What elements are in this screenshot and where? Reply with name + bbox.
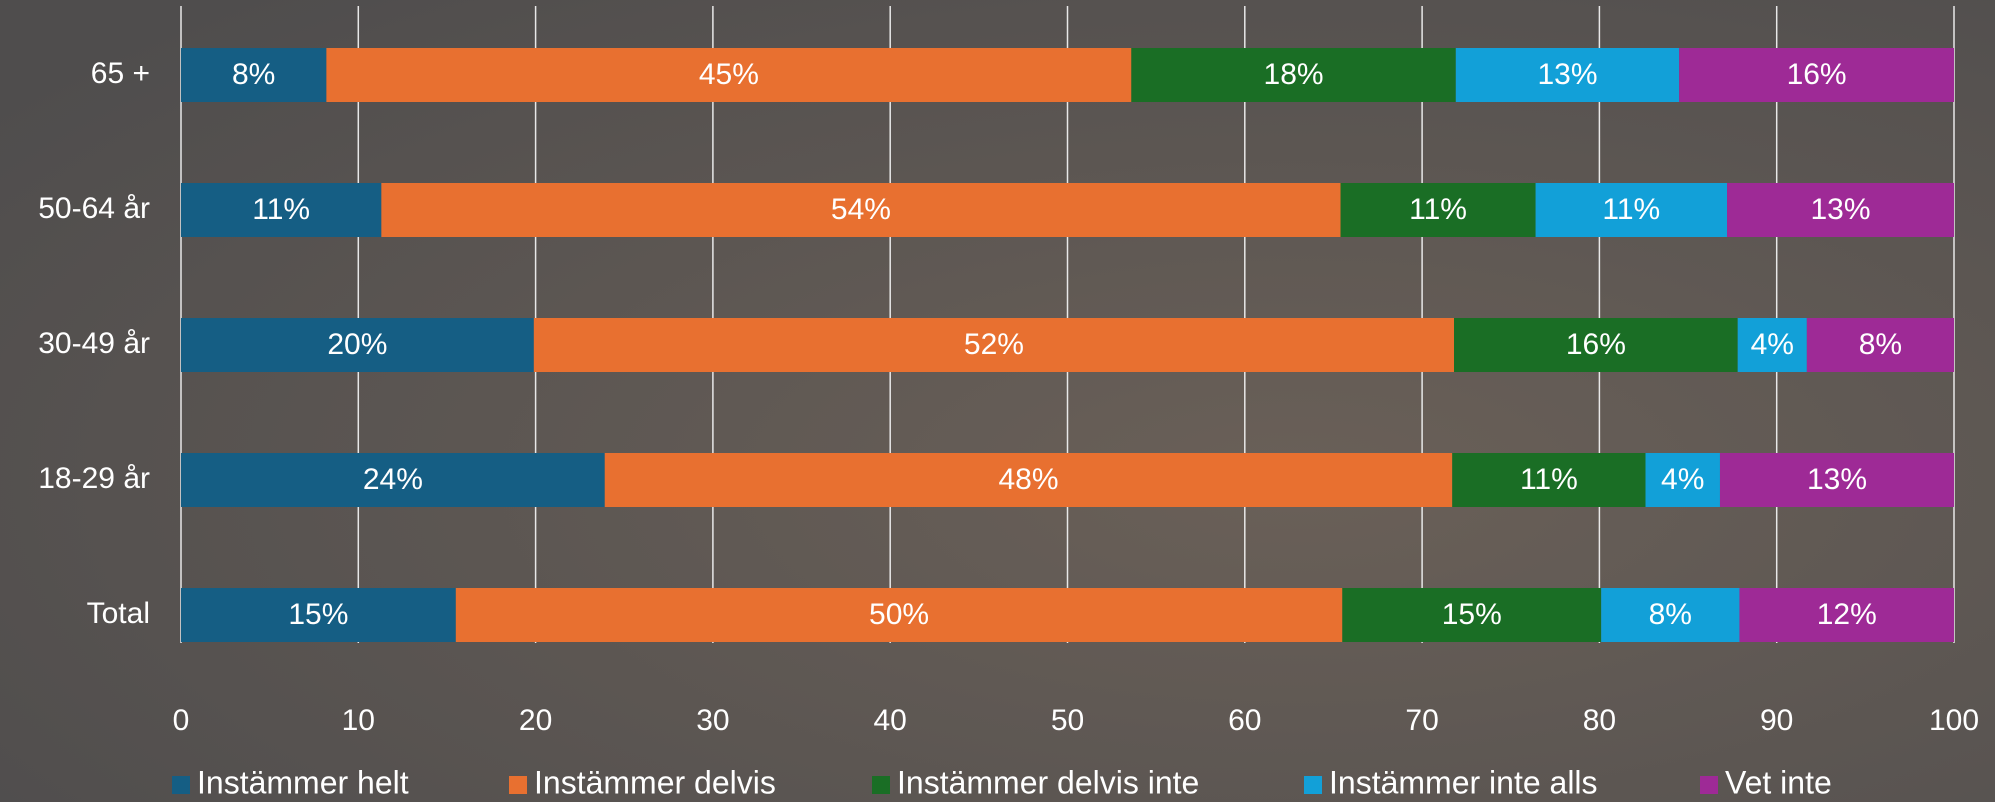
legend-label: Instämmer delvis [534,764,776,800]
bar-segment [1737,318,1807,372]
legend-swatch [172,776,190,794]
bar-segment [181,183,382,237]
x-tick-label: 100 [1929,704,1979,737]
data-label: 20% [327,328,387,361]
x-tick-label: 60 [1228,704,1261,737]
x-tick-label: 80 [1583,704,1616,737]
data-label: 12% [1817,598,1877,631]
bar-segment [1719,453,1954,507]
bar-segment [1727,183,1954,237]
data-label: 16% [1566,328,1626,361]
data-label: 8% [1649,598,1692,631]
x-tick-label: 40 [874,704,907,737]
bar-segment [326,48,1132,102]
bar-segment [1601,588,1740,642]
data-label: 11% [1602,193,1660,226]
bar-segment [1455,48,1680,102]
bar-segment [1535,183,1728,237]
y-tick-label: 50-64 år [38,192,150,225]
y-tick-label: 65 + [91,57,150,90]
bar-segment [1645,453,1720,507]
bar-segment [1131,48,1456,102]
legend-swatch [509,776,527,794]
y-tick-label: 30-49 år [38,327,150,360]
bar-segment [181,588,456,642]
data-label: 18% [1264,58,1324,91]
bar-segment [1679,48,1954,102]
data-label: 13% [1807,463,1867,496]
legend-label: Instämmer delvis inte [897,764,1199,800]
data-label: 11% [252,193,310,226]
x-tick-label: 10 [342,704,375,737]
data-label: 4% [1661,463,1704,496]
bar-segment [1739,588,1954,642]
x-tick-label: 30 [696,704,729,737]
data-label: 8% [232,58,275,91]
data-label: 45% [699,58,759,91]
y-tick-label: 18-29 år [38,462,150,495]
bar-segment [1806,318,1954,372]
bar-segment [604,453,1453,507]
legend-swatch [1304,776,1322,794]
data-label: 52% [964,328,1024,361]
x-tick-label: 70 [1405,704,1438,737]
legend-swatch [872,776,890,794]
data-label: 4% [1751,328,1794,361]
x-tick-label: 0 [173,704,190,737]
data-label: 16% [1787,58,1847,91]
data-label: 13% [1811,193,1871,226]
data-label: 48% [998,463,1058,496]
data-label: 15% [1442,598,1502,631]
legend-label: Instämmer helt [197,764,409,800]
data-label: 11% [1409,193,1467,226]
x-tick-label: 50 [1051,704,1084,737]
legend-label: Vet inte [1725,764,1832,800]
x-tick-label: 90 [1760,704,1793,737]
data-label: 54% [831,193,891,226]
bar-segment [1454,318,1738,372]
bar-segment [381,183,1341,237]
y-tick-label: Total [87,597,150,630]
bar-segment [533,318,1455,372]
bar-segment [181,48,327,102]
data-label: 8% [1859,328,1902,361]
data-label: 13% [1537,58,1597,91]
legend-swatch [1700,776,1718,794]
bar-segment [181,453,605,507]
data-label: 24% [363,463,423,496]
legend-label: Instämmer inte alls [1329,764,1598,800]
bar-segment [455,588,1343,642]
bar-segment [1452,453,1646,507]
bar-segment [1342,588,1602,642]
bar-segment [1340,183,1536,237]
data-label: 15% [288,598,348,631]
x-tick-label: 20 [519,704,552,737]
data-label: 11% [1520,463,1578,496]
bar-segment [181,318,534,372]
data-label: 50% [869,598,929,631]
